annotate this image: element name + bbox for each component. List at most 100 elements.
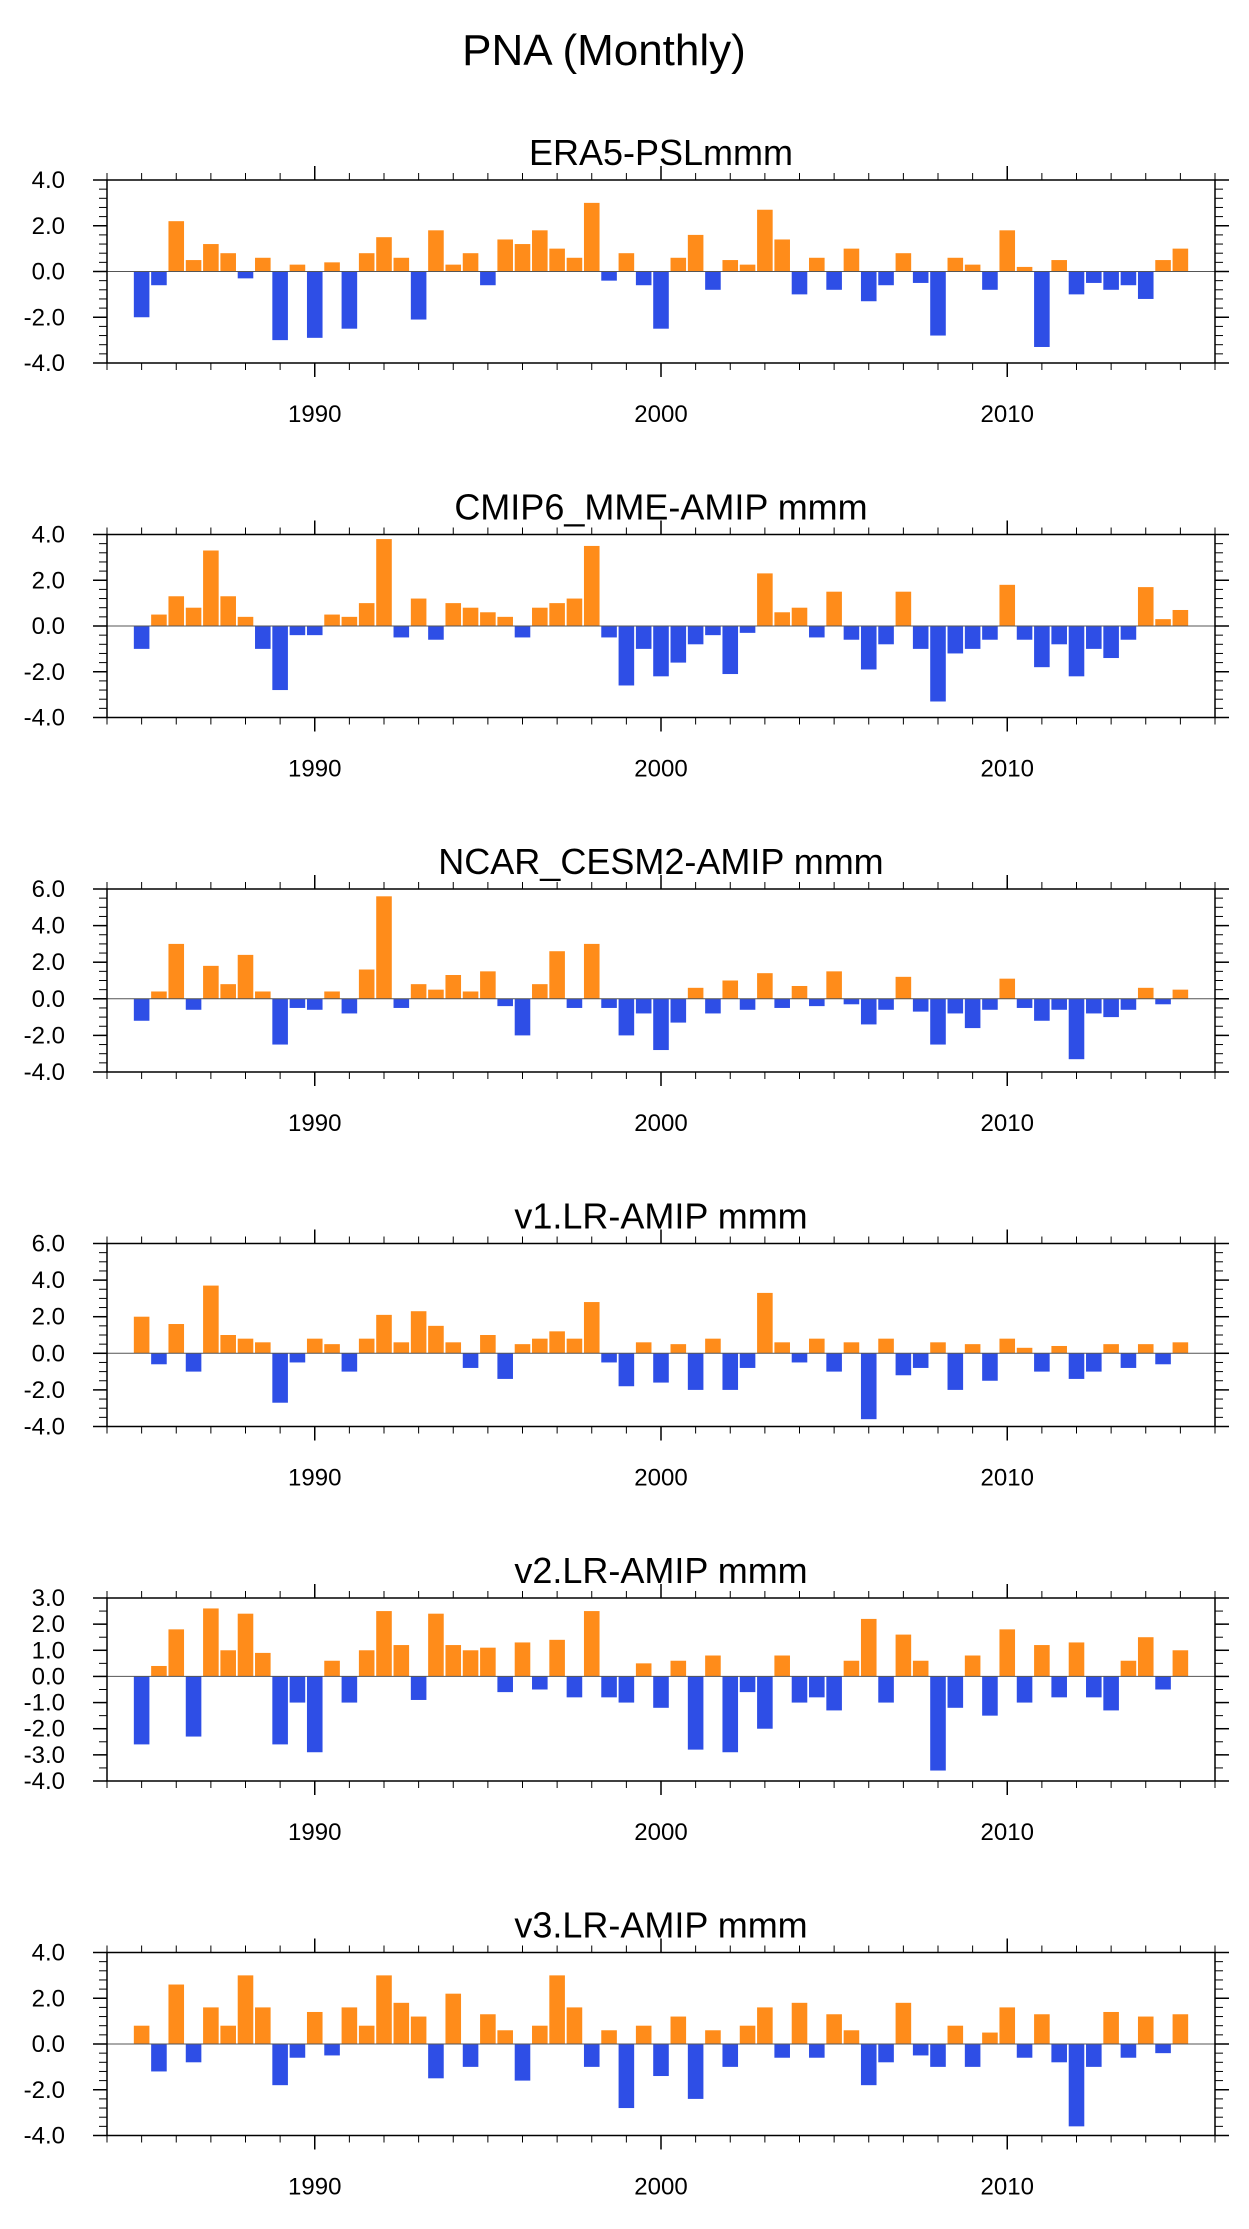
data-bar — [1120, 1660, 1137, 1677]
data-bar — [999, 978, 1016, 999]
data-bar — [1068, 271, 1085, 295]
data-bar — [358, 1338, 375, 1354]
data-bar — [601, 271, 617, 281]
data-bar — [705, 2030, 721, 2044]
data-bar — [583, 2044, 600, 2067]
data-bar — [185, 2044, 202, 2063]
data-bar — [341, 2007, 358, 2044]
data-bar — [289, 998, 306, 1008]
data-bar — [687, 2044, 704, 2099]
data-bar — [255, 2007, 271, 2044]
data-bar — [497, 1353, 513, 1379]
x-tick-label: 2000 — [634, 1465, 687, 1492]
data-bar — [982, 271, 998, 290]
data-bar — [1051, 1345, 1067, 1354]
data-bar — [1155, 998, 1171, 1005]
y-tick-label: -4.0 — [24, 1768, 65, 1795]
data-bar — [1034, 271, 1050, 347]
data-bar — [185, 607, 202, 626]
data-bar — [428, 1613, 444, 1677]
y-tick-label: -4.0 — [24, 1414, 65, 1441]
series-pna-index — [133, 202, 1189, 347]
x-tick-label: 1990 — [288, 401, 341, 428]
data-bar — [1034, 1645, 1050, 1677]
data-bar — [878, 626, 894, 645]
data-bar — [133, 271, 150, 318]
series-pna-index — [133, 1975, 1189, 2127]
y-tick-label: 0.0 — [32, 1663, 65, 1690]
data-bar — [826, 1676, 842, 1711]
data-bar — [532, 984, 548, 999]
data-bar — [722, 626, 739, 675]
data-bar — [220, 2025, 236, 2044]
data-bar — [722, 980, 739, 999]
data-bar — [462, 2044, 479, 2067]
data-bar — [635, 271, 652, 286]
y-tick-label: 2.0 — [32, 567, 65, 594]
data-bar — [826, 2014, 842, 2044]
data-bar — [133, 1676, 150, 1745]
data-bar — [895, 2002, 912, 2044]
data-bar — [532, 2025, 548, 2044]
x-tick-label: 2000 — [634, 756, 687, 783]
data-bar — [306, 271, 323, 338]
y-tick-label: 4.0 — [32, 913, 65, 940]
series-pna-index — [133, 896, 1189, 1060]
data-bar — [705, 998, 721, 1014]
data-bar — [739, 264, 756, 272]
x-tick-label: 2000 — [634, 1819, 687, 1846]
data-bar — [272, 2044, 288, 2086]
data-bar — [133, 2025, 150, 2044]
data-bar — [393, 998, 410, 1008]
data-bar — [1068, 1642, 1085, 1677]
data-bar — [964, 1344, 981, 1354]
data-bar — [982, 626, 998, 640]
data-bar — [410, 1676, 427, 1700]
data-bar — [687, 1676, 704, 1750]
data-bar — [393, 2002, 410, 2044]
data-bar — [1051, 1676, 1067, 1698]
data-bar — [757, 209, 773, 272]
data-bar — [757, 1292, 773, 1354]
data-bar — [341, 1676, 358, 1703]
data-bar — [670, 998, 687, 1023]
data-bar — [809, 626, 825, 638]
data-bar — [445, 975, 462, 999]
data-bar — [376, 1975, 392, 2044]
data-bar — [376, 237, 392, 272]
data-bar — [1137, 271, 1154, 299]
data-bar — [618, 2044, 635, 2109]
data-bar — [376, 1314, 392, 1354]
x-tick-label: 2010 — [981, 1819, 1034, 1846]
data-bar — [566, 598, 583, 626]
data-bar — [670, 1344, 687, 1354]
data-bar — [999, 584, 1016, 626]
y-tick-label: 2.0 — [32, 1985, 65, 2012]
data-bar — [514, 626, 531, 638]
data-bar — [670, 626, 687, 663]
data-bar — [220, 1335, 236, 1354]
data-bar — [1103, 1344, 1119, 1354]
data-bar — [1016, 266, 1033, 272]
data-bar — [1120, 271, 1137, 286]
data-bar — [826, 271, 842, 290]
data-bar — [1034, 998, 1050, 1021]
data-bar — [722, 260, 739, 272]
data-bar — [237, 1338, 254, 1354]
data-bar — [428, 1325, 444, 1354]
data-bar — [549, 248, 565, 272]
data-bar — [1086, 626, 1102, 649]
data-bar — [168, 596, 185, 626]
data-bar — [670, 1660, 687, 1677]
data-bar — [497, 1676, 513, 1693]
panel-5: v2.LR-AMIP mmm3.02.01.00.0-1.0-2.0-3.0-4… — [24, 1550, 1229, 1846]
data-bar — [514, 998, 531, 1036]
data-bar — [583, 545, 600, 626]
data-bar — [1051, 2044, 1067, 2063]
data-bar — [237, 1975, 254, 2044]
data-bar — [653, 998, 669, 1051]
data-bar — [393, 1342, 410, 1354]
data-bar — [1172, 2014, 1189, 2044]
data-bar — [930, 998, 946, 1045]
